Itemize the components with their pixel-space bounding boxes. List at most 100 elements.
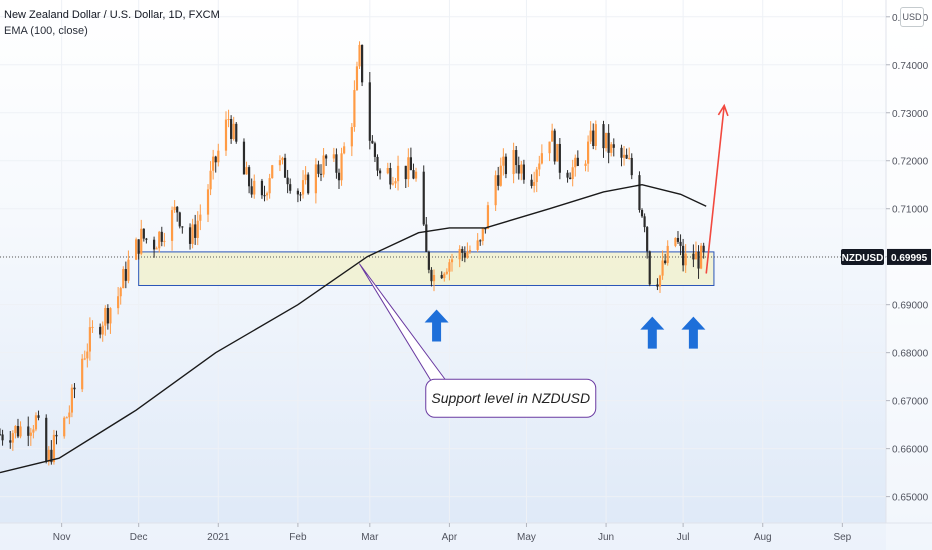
candle <box>658 274 662 293</box>
candle-body <box>106 308 109 324</box>
candle <box>281 156 284 165</box>
candle-body <box>214 156 217 163</box>
y-tick-label: 0.74000 <box>892 61 929 72</box>
candle-body <box>504 156 508 175</box>
up-arrow-icon <box>424 309 449 342</box>
ema-indicator-label[interactable]: EMA (100, close) <box>4 25 88 37</box>
candle-body <box>638 175 641 210</box>
candle-body <box>191 224 194 244</box>
candle <box>158 230 161 253</box>
candle-body <box>512 150 515 175</box>
symbol-tag-box <box>841 248 884 265</box>
candle-body <box>427 251 430 270</box>
candle <box>99 323 102 339</box>
candle-body <box>409 157 412 171</box>
candle-body <box>389 168 392 185</box>
y-tick-label: 0.67000 <box>892 397 929 408</box>
candle-body <box>163 240 166 242</box>
candle <box>335 148 338 179</box>
candle <box>412 163 415 180</box>
candle-body <box>610 144 613 153</box>
candle <box>694 241 698 260</box>
candle <box>540 144 543 165</box>
candle <box>265 191 269 201</box>
candle <box>214 155 217 173</box>
candle-body <box>476 240 479 250</box>
candle-body <box>574 157 577 168</box>
x-tick-label: Feb <box>289 532 307 543</box>
candle-body <box>137 239 140 254</box>
candle-body <box>569 177 572 180</box>
candle <box>29 427 32 446</box>
candle-body <box>14 425 17 434</box>
projection-arrow-icon <box>705 103 729 274</box>
candle <box>355 61 359 91</box>
candle <box>145 237 148 244</box>
candle <box>260 178 264 199</box>
candle <box>296 188 300 203</box>
candle-body <box>430 269 433 282</box>
candle <box>443 272 446 282</box>
candle <box>152 236 156 258</box>
candle <box>353 80 356 132</box>
candle <box>661 250 664 280</box>
candle <box>697 245 700 279</box>
candle <box>481 227 484 246</box>
candle <box>173 200 176 213</box>
candle-body <box>355 66 359 91</box>
candle-body <box>448 262 451 272</box>
y-tick-label: 0.73000 <box>892 109 929 120</box>
candle-body <box>242 141 246 175</box>
candle <box>127 250 130 284</box>
candle-body <box>304 174 307 181</box>
candle <box>104 305 107 336</box>
candle-body <box>117 296 120 309</box>
candle <box>445 268 448 275</box>
candle-body <box>679 241 682 246</box>
x-tick-label: Mar <box>361 532 379 543</box>
candle-body <box>199 214 202 221</box>
support-callout: Support level in NZDUSD <box>359 263 597 418</box>
candle <box>242 138 246 175</box>
candle-body <box>235 123 238 142</box>
candle <box>466 242 469 259</box>
candle-body <box>571 167 574 180</box>
candle-body <box>558 143 561 173</box>
candle <box>574 154 577 177</box>
candle <box>350 123 353 157</box>
candle <box>494 170 497 211</box>
candle <box>140 219 143 256</box>
candle <box>191 218 194 249</box>
candle <box>479 239 482 246</box>
candle <box>217 143 220 167</box>
candle-body <box>594 124 597 146</box>
candle-body <box>176 206 179 213</box>
candle <box>227 109 230 128</box>
candle-body <box>396 165 400 182</box>
candle-body <box>314 164 317 194</box>
candle-body <box>589 130 592 142</box>
candle-body <box>373 143 377 157</box>
candle <box>674 237 677 248</box>
y-tick-label: 0.71000 <box>892 205 929 216</box>
candle <box>386 162 389 175</box>
candle-body <box>656 284 659 287</box>
candle <box>81 354 84 393</box>
candle-body <box>248 167 251 187</box>
candle <box>425 216 428 253</box>
candle-body <box>553 130 556 162</box>
candle-body <box>268 178 271 194</box>
candle <box>358 41 361 69</box>
candle <box>378 168 382 180</box>
candle <box>307 172 310 195</box>
candle <box>432 269 436 292</box>
candle-body <box>19 426 22 437</box>
candle <box>37 410 40 421</box>
candle <box>248 165 251 194</box>
candle <box>682 238 685 272</box>
currency-button[interactable]: USD <box>900 7 924 27</box>
candle <box>304 166 307 185</box>
candle <box>109 307 112 334</box>
candle <box>422 165 425 226</box>
